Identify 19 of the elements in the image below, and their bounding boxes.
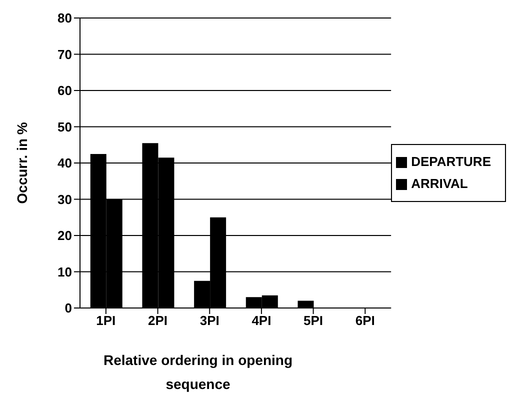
y-tick-label: 20 <box>58 228 72 244</box>
x-tick-label: 2PI <box>148 313 168 328</box>
y-tick-label: 10 <box>58 264 72 280</box>
y-tick-label: 50 <box>58 119 72 134</box>
x-tick-label: 4PI <box>252 313 272 328</box>
x-tick-label: 1PI <box>96 313 116 328</box>
x-axis-title: Relative ordering in opening sequence <box>102 351 294 394</box>
legend-label: DEPARTURE <box>411 154 491 169</box>
y-tick-label: 30 <box>58 192 72 207</box>
x-tick-label: 3PI <box>200 313 220 328</box>
y-tick-label: 80 <box>58 10 72 26</box>
y-axis-title: Occurr. in % <box>14 122 30 204</box>
y-tick-label: 60 <box>58 83 72 98</box>
y-tick-label: 0 <box>64 300 72 316</box>
x-tick-label: 6PI <box>355 313 375 328</box>
y-tick-label: 40 <box>58 156 72 171</box>
y-tick-label: 70 <box>58 46 72 62</box>
x-tick-label: 5PI <box>304 313 324 328</box>
legend-label: ARRIVAL <box>411 176 468 191</box>
